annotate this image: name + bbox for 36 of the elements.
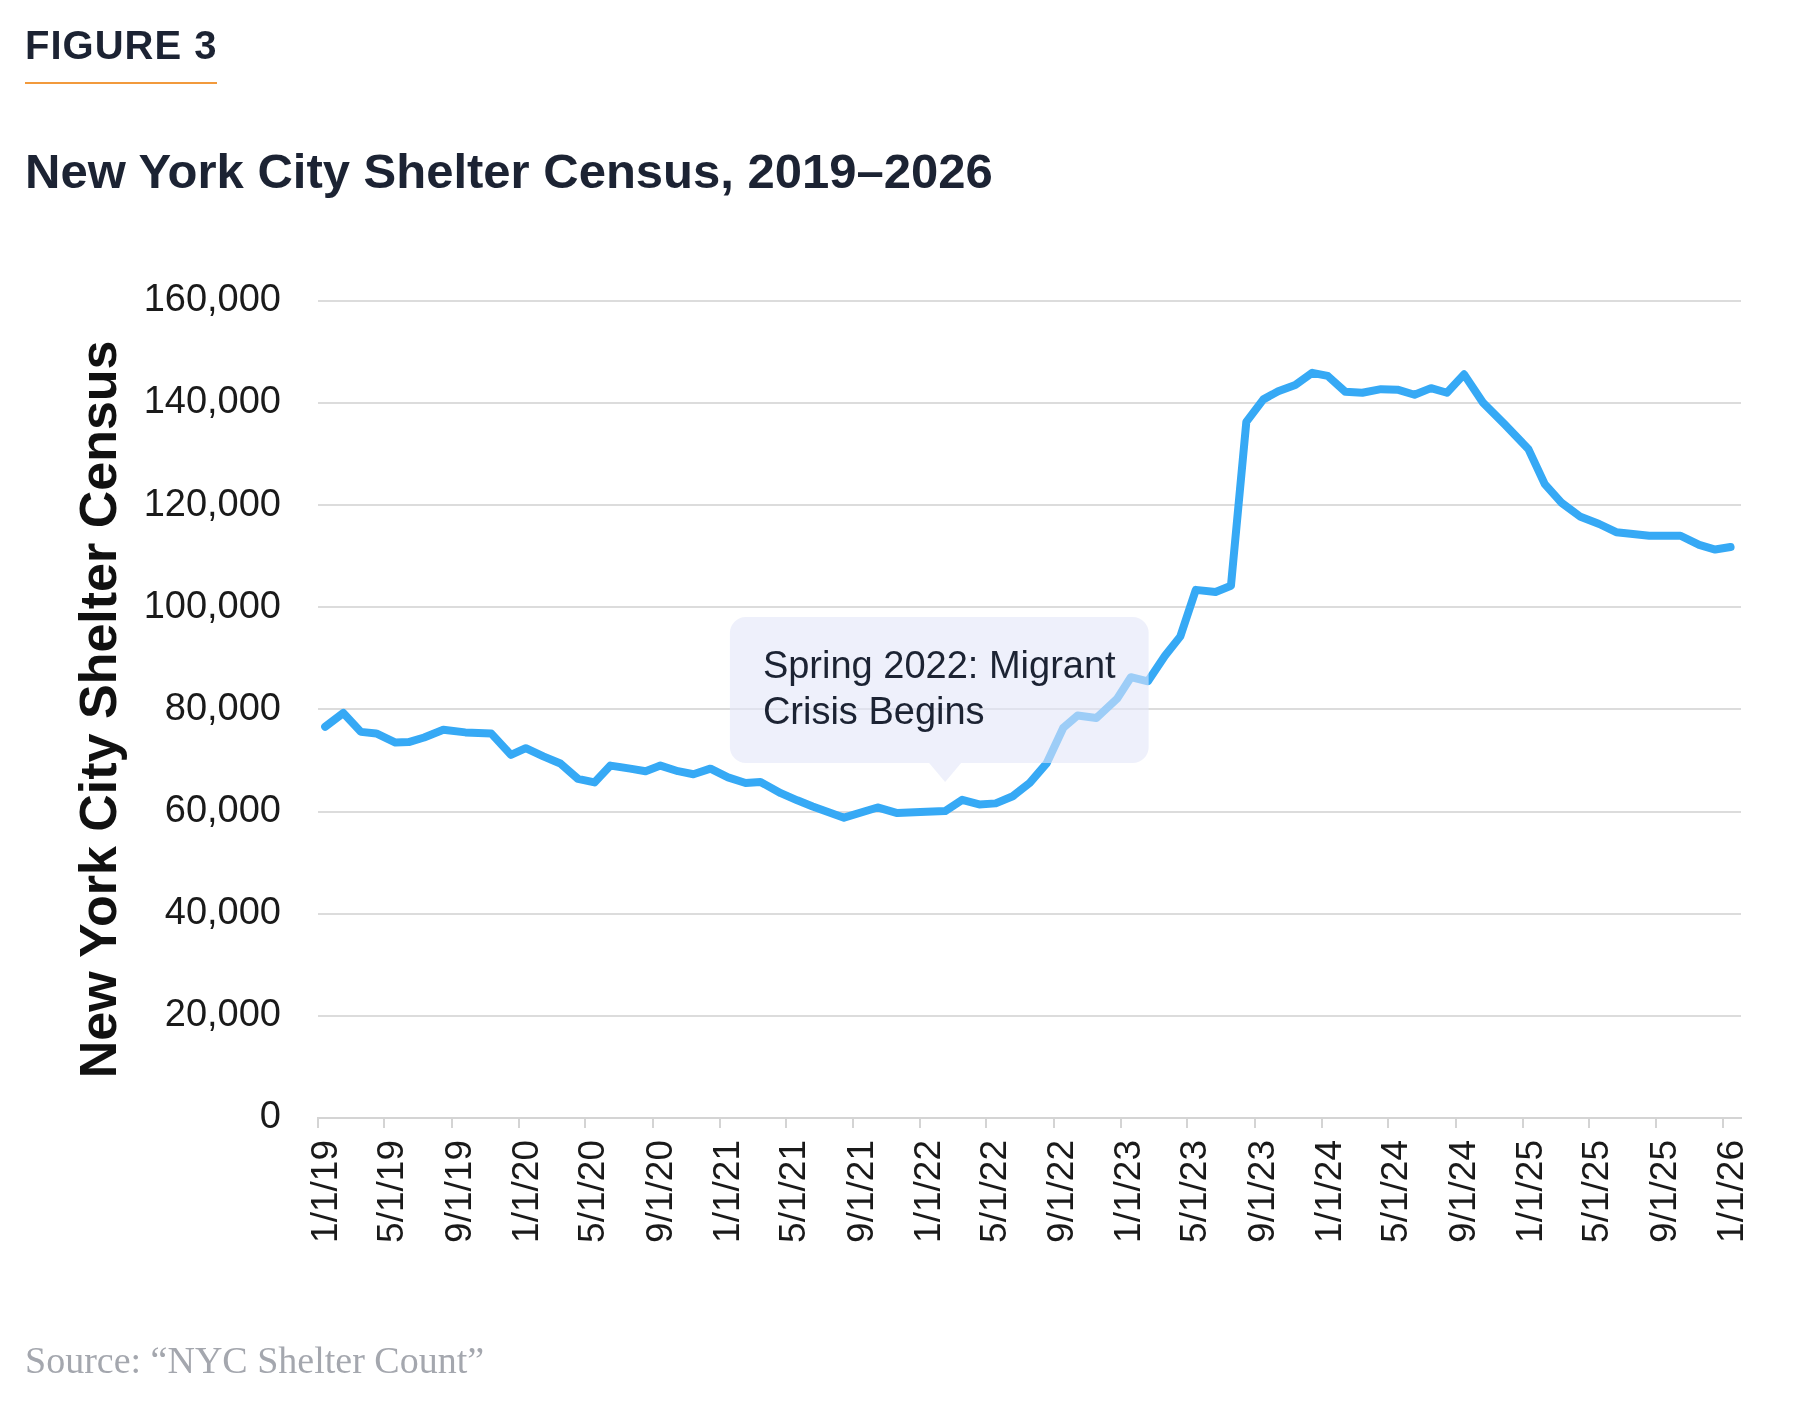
x-tick-label: 5/1/21 [771,1140,813,1243]
x-tick-label: 5/1/23 [1173,1140,1215,1243]
x-tick-label: 9/1/22 [1040,1140,1082,1243]
x-tick-label: 5/1/22 [972,1140,1014,1243]
x-tick-label: 9/1/19 [437,1140,479,1243]
x-tick-label: 1/1/22 [906,1140,948,1243]
y-tick-label: 0 [259,1094,281,1137]
x-tick-label: 9/1/21 [839,1140,881,1243]
chart-title: New York City Shelter Census, 2019–2026 [25,144,993,198]
x-tick-label: 9/1/25 [1642,1140,1684,1243]
y-tick-label: 160,000 [143,277,281,320]
source-note: Source: “NYC Shelter Count” [25,1339,485,1381]
x-tick-label: 5/1/20 [571,1140,613,1243]
x-tick-label: 9/1/24 [1441,1140,1483,1243]
x-tick-label: 5/1/25 [1574,1140,1616,1243]
y-tick-label: 60,000 [164,788,281,831]
x-tick-label: 5/1/24 [1374,1140,1416,1243]
x-tick-label: 1/1/19 [304,1140,346,1243]
x-tick-label: 1/1/23 [1107,1140,1149,1243]
y-tick-label: 20,000 [164,992,281,1035]
y-tick-label: 120,000 [143,481,281,524]
x-tick-label: 1/1/21 [705,1140,747,1243]
annotation: Spring 2022: Migrant Crisis Begins [762,643,1117,732]
x-tick-label: 1/1/25 [1509,1140,1550,1243]
y-axis-title: New York City Shelter Census [68,340,127,1079]
x-tick-label: 9/1/23 [1240,1140,1282,1243]
x-tick-label: 9/1/20 [638,1140,680,1243]
caption: FIGURE 3 [25,23,218,67]
y-tick-label: 80,000 [164,685,281,728]
y-tick-label: 100,000 [143,583,281,626]
y-tick-label: 140,000 [143,379,281,422]
x-tick-label: 1/1/24 [1307,1140,1349,1243]
y-tick-label: 40,000 [164,890,281,933]
x-tick-label: 1/1/20 [504,1140,546,1243]
x-tick-label: 1/1/26 [1709,1140,1751,1243]
x-tick-label: 5/1/19 [370,1140,412,1243]
